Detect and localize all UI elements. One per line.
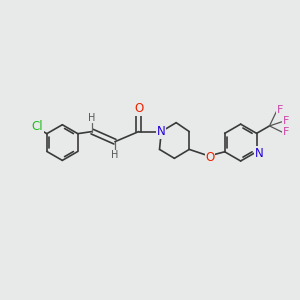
Text: O: O (206, 151, 215, 164)
Text: F: F (277, 106, 283, 116)
Text: O: O (134, 102, 143, 115)
Text: F: F (283, 116, 289, 127)
Text: F: F (283, 128, 289, 137)
Text: N: N (157, 125, 166, 138)
Text: N: N (255, 147, 263, 160)
Text: H: H (88, 113, 96, 123)
Text: H: H (111, 150, 118, 160)
Text: Cl: Cl (31, 120, 43, 133)
